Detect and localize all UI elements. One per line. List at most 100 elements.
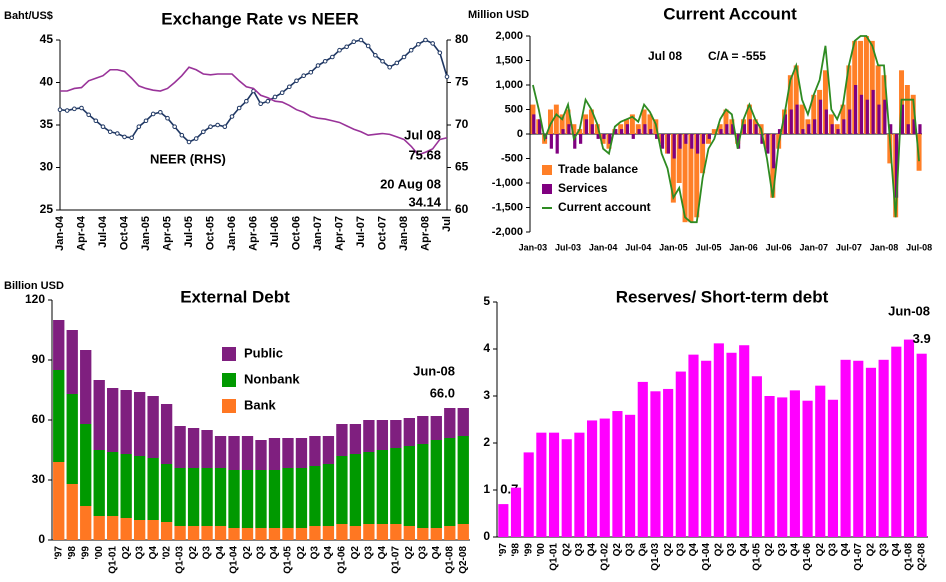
y-tick-label: 2 <box>483 435 490 449</box>
bar-segment <box>120 518 132 540</box>
bar-segment <box>322 464 335 526</box>
bar <box>561 439 572 537</box>
x-tick-label: Q1-05 <box>283 546 294 574</box>
bar-segment <box>336 456 348 524</box>
x-tick-label: Q2-08 <box>458 546 469 574</box>
bar-segment <box>107 388 119 452</box>
data-point <box>279 90 285 95</box>
chart-title: External Debt <box>180 287 290 306</box>
bar <box>688 354 699 537</box>
y-tick-label: 3 <box>483 388 490 402</box>
data-point <box>179 132 185 138</box>
bar <box>871 89 875 134</box>
bar <box>863 36 869 134</box>
data-point <box>229 114 235 119</box>
x-tick-label: Apr-04 <box>75 215 87 251</box>
x-tick-label: Jan-05 <box>140 216 152 251</box>
bar <box>822 70 828 134</box>
y2-tick-label: 80 <box>455 32 469 46</box>
bar <box>815 385 826 537</box>
x-tick-label: Q3 <box>417 546 428 560</box>
x-tick-label: Q3 <box>625 543 636 557</box>
bar <box>906 124 910 134</box>
bar <box>777 397 788 537</box>
bar <box>813 119 817 134</box>
bar <box>548 432 560 537</box>
x-tick-label: Oct-06 <box>290 216 302 250</box>
x-tick-label: Q1-07 <box>853 543 864 571</box>
bar-segment <box>295 468 308 528</box>
bar-segment <box>187 428 200 468</box>
bar-segment <box>174 526 186 540</box>
bar <box>608 134 612 144</box>
bar <box>614 129 618 134</box>
bar <box>760 134 764 144</box>
bar-segment <box>403 446 415 526</box>
x-tick-label: Q2 <box>815 543 826 557</box>
x-tick-label: Q2 <box>713 543 724 557</box>
bar <box>649 129 653 134</box>
x-tick-label: Q3 <box>777 543 788 557</box>
x-tick-label: Apr-07 <box>333 216 345 251</box>
data-point <box>150 111 156 117</box>
data-point <box>308 70 314 75</box>
bar-segment <box>349 454 362 526</box>
data-point <box>172 124 177 129</box>
x-tick-label: Q4 <box>739 543 750 557</box>
x-tick-label: Q4 <box>840 543 851 557</box>
bar <box>865 367 877 537</box>
data-point <box>287 84 292 90</box>
y-tick-label: 40 <box>40 75 54 89</box>
legend-swatch <box>222 399 236 413</box>
bar <box>641 109 647 134</box>
bar <box>894 134 899 198</box>
x-tick-label: Jul-06 <box>269 216 281 248</box>
chart-title: Reserves/ Short-term debt <box>616 287 829 306</box>
x-tick-label: Q2 <box>188 546 199 560</box>
y-tick-label: 60 <box>32 412 46 426</box>
data-point <box>129 135 134 141</box>
data-point <box>201 129 206 135</box>
bar <box>858 40 864 134</box>
x-tick-label: Q1-08 <box>904 543 915 571</box>
bar <box>802 400 813 537</box>
bar <box>625 124 630 134</box>
bar-segment <box>336 524 348 540</box>
data-point <box>322 58 328 64</box>
data-line <box>60 66 448 156</box>
legend-label: Nonbank <box>244 371 300 386</box>
y-tick-label: 0 <box>38 532 45 546</box>
bar-segment <box>160 522 173 540</box>
bar <box>523 452 534 537</box>
y-tick-label: 1 <box>483 482 490 496</box>
x-tick-label: Oct-05 <box>204 216 216 250</box>
bar-segment <box>228 470 240 528</box>
bar <box>787 75 793 134</box>
x-tick-label: Q1-02 <box>599 543 610 571</box>
x-tick-label: Jul-04 <box>97 215 109 248</box>
bar <box>783 114 787 134</box>
data-point <box>315 63 321 68</box>
bar-segment <box>93 516 105 540</box>
legend-label: Public <box>244 345 283 360</box>
data-point <box>57 107 63 112</box>
data-point <box>72 106 77 112</box>
data-point <box>351 39 357 45</box>
bar <box>766 134 770 154</box>
bar-segment <box>174 468 186 526</box>
x-tick-label: Q4 <box>891 543 902 557</box>
x-tick-label: Jul-08 <box>906 242 932 252</box>
data-point <box>423 37 428 43</box>
y-tick-label: 1,000 <box>495 79 523 91</box>
axis-label: Billion USD <box>4 280 64 292</box>
x-tick-label: Q1-04 <box>701 543 712 571</box>
data-point <box>430 41 435 46</box>
bar <box>663 388 674 537</box>
bar-segment <box>241 470 254 528</box>
data-point <box>193 136 199 141</box>
data-point <box>86 112 91 118</box>
annotation: Jun-08 <box>888 303 930 318</box>
x-tick-label: Q2 <box>121 546 132 560</box>
data-point <box>416 41 421 47</box>
bar <box>553 104 559 134</box>
